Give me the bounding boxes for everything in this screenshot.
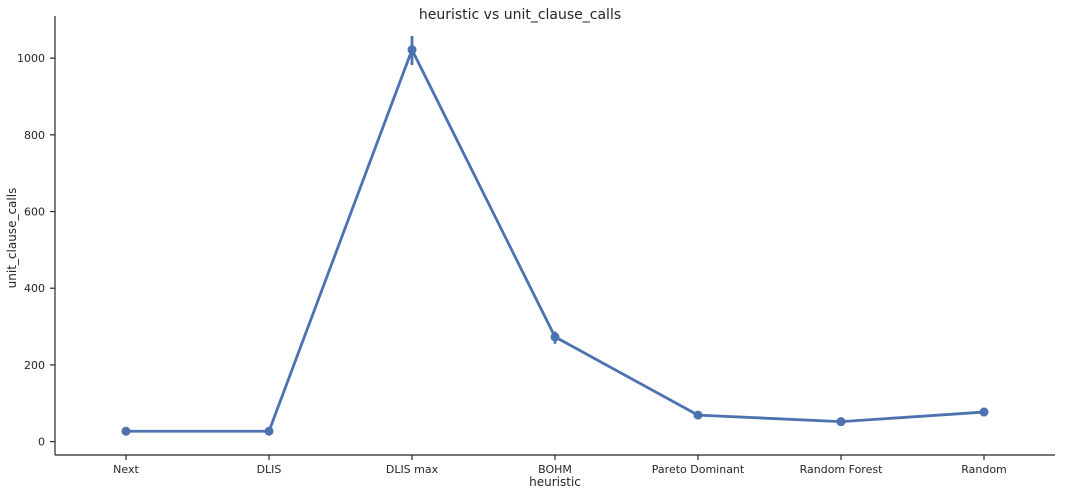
y-tick-label: 200 [24,359,45,372]
data-point [407,45,417,55]
plot-area [121,35,989,436]
x-tick-label: Pareto Dominant [652,463,745,476]
data-point [979,407,989,417]
y-tick-label: 0 [38,436,45,449]
x-tick-label: Random Forest [800,463,883,476]
series-line [126,48,985,433]
x-tick-label: BOHM [538,463,572,476]
y-axis-label: unit_clause_calls [5,188,19,289]
data-point [693,410,703,420]
y-tick-label: 400 [24,282,45,295]
x-tick-label: Random [961,463,1007,476]
axes: 0 200 400 600 800 1000 Next DLIS DLIS max BOHM Par… [17,16,1055,476]
x-tick-label: DLIS [257,463,282,476]
y-tick-label: 800 [24,129,45,142]
x-tick-label: DLIS max [386,463,439,476]
y-tick-label: 1000 [17,52,45,65]
x-axis-label: heuristic [529,475,581,489]
data-point [121,426,131,436]
data-point [836,417,846,427]
x-tick-label: Next [113,463,139,476]
data-point [550,332,560,342]
y-tick-label: 600 [24,206,45,219]
chart-title: heuristic vs unit_clause_calls [419,7,621,23]
data-point [264,426,274,436]
